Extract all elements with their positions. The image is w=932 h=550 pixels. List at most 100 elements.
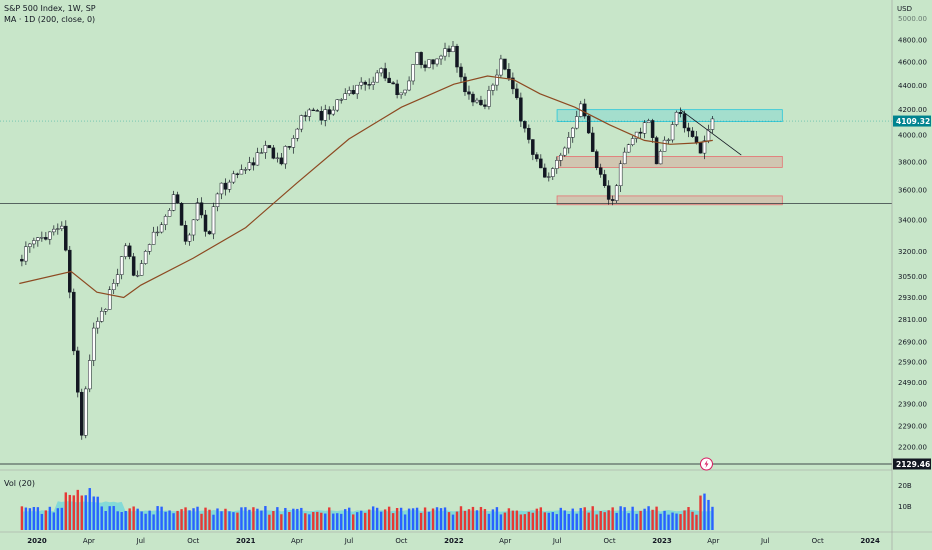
candle-body (107, 289, 112, 310)
candle-body (40, 237, 44, 239)
volume-bar (375, 507, 379, 530)
volume-bar (152, 514, 155, 530)
volume-bar (567, 513, 570, 530)
candle-body (215, 193, 220, 207)
volume-bar (439, 508, 443, 530)
volume-bar (603, 512, 606, 530)
volume-bar (308, 514, 311, 530)
candle-body (339, 99, 343, 101)
candle-body (435, 58, 439, 65)
hline-price-tag: 2129.46 (896, 460, 930, 469)
y-tick-label: 2930.00 (898, 294, 927, 302)
volume-bar (455, 511, 459, 530)
volume-bar (535, 508, 539, 530)
volume-bar (707, 499, 710, 530)
candle-body (471, 93, 475, 103)
support-zone (556, 156, 783, 168)
candle-body (347, 90, 351, 94)
volume-bar (328, 507, 331, 530)
candle-body (626, 144, 631, 153)
volume-bar (120, 511, 123, 530)
candle-body (36, 237, 40, 241)
candle-body (487, 90, 491, 107)
volume-bar (48, 506, 52, 530)
candle-body (363, 81, 367, 85)
volume-bar (292, 508, 295, 530)
volume-bar (164, 511, 167, 530)
y-tick-label: 4600.00 (898, 59, 927, 67)
candle-body (395, 83, 399, 96)
volume-bar (284, 507, 287, 530)
y-tick-label: 3200.00 (898, 248, 927, 256)
candle-body (60, 225, 64, 229)
candle-body (507, 69, 511, 79)
currency-label: USD (897, 5, 912, 13)
candle-body (411, 64, 415, 82)
candle-body (99, 311, 104, 322)
candle-body (451, 45, 455, 53)
candle-body (547, 176, 551, 178)
candle-body (443, 48, 447, 57)
candle-body (64, 225, 68, 251)
volume-bar (72, 495, 75, 530)
candle-body (511, 77, 515, 90)
volume-bar (527, 511, 531, 530)
volume-bar (192, 508, 195, 530)
candle-body (563, 147, 567, 156)
volume-bar (459, 506, 463, 530)
volume-bar (204, 507, 207, 530)
volume-bar (232, 512, 235, 530)
volume-bar (487, 513, 491, 530)
candles (20, 41, 715, 440)
candle-body (630, 138, 635, 145)
volume-bar (595, 514, 598, 530)
candle-body (447, 48, 451, 53)
support-zone (556, 195, 783, 206)
candle-body (614, 185, 619, 201)
candle-body (44, 237, 48, 240)
candle-body (555, 160, 559, 169)
volume-bar (435, 507, 439, 530)
candle-body (499, 58, 503, 76)
volume-bar (296, 508, 299, 530)
candle-body (76, 350, 80, 393)
candle-body (535, 154, 539, 160)
volume-bar (52, 512, 56, 530)
candle-body (503, 58, 507, 70)
volume-bar (635, 513, 638, 530)
volume-bar (240, 507, 243, 530)
volume-bar (348, 507, 351, 530)
volume-bar (363, 512, 367, 530)
candle-body (28, 243, 32, 247)
volume-bar (184, 507, 187, 530)
y-tick-label: 2810.00 (898, 316, 927, 324)
y-tick-label: 3050.00 (898, 273, 927, 281)
zones (556, 109, 783, 206)
candle-body (670, 124, 675, 141)
volume-bar (579, 508, 582, 530)
volume-bar (679, 514, 682, 530)
candle-body (367, 84, 371, 86)
candle-body (519, 97, 523, 122)
volume-bar (332, 513, 335, 530)
x-tick-label: 2023 (652, 537, 672, 545)
volume-tick-label: 10B (898, 503, 912, 511)
y-tick-label: 2590.00 (898, 358, 927, 366)
candle-body (291, 138, 296, 148)
volume-bar (220, 511, 223, 530)
volume-bar (108, 506, 111, 530)
volume-bar (623, 507, 626, 530)
volume-bar (483, 509, 487, 530)
candle-body (594, 151, 599, 168)
volume-bar (647, 506, 650, 530)
candle-body (119, 256, 124, 275)
volume-bar (695, 514, 698, 530)
candle-body (590, 132, 595, 152)
volume-bar (44, 510, 48, 530)
volume-bar (344, 509, 347, 530)
volume-bar (559, 507, 562, 530)
volume-bar (683, 510, 686, 530)
candle-body (455, 45, 459, 68)
